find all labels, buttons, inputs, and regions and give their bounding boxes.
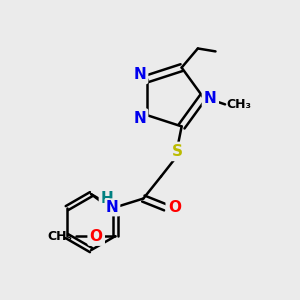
Text: N: N — [133, 67, 146, 82]
Text: O: O — [168, 200, 181, 215]
Text: S: S — [172, 144, 183, 159]
Text: CH₃: CH₃ — [226, 98, 252, 111]
Text: N: N — [204, 91, 217, 106]
Text: N: N — [133, 111, 146, 126]
Text: N: N — [106, 200, 119, 215]
Text: O: O — [90, 229, 103, 244]
Text: CH₃: CH₃ — [48, 230, 73, 243]
Text: H: H — [100, 191, 113, 206]
